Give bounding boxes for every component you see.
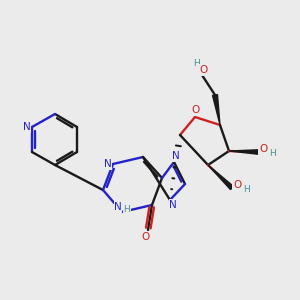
Text: H: H <box>243 184 249 194</box>
Polygon shape <box>208 165 233 190</box>
Text: N: N <box>114 202 122 212</box>
Text: O: O <box>200 65 208 75</box>
Text: O: O <box>192 105 200 115</box>
Polygon shape <box>229 150 258 154</box>
Text: O: O <box>142 232 150 242</box>
Text: O: O <box>233 180 241 190</box>
Text: H: H <box>124 206 130 214</box>
Polygon shape <box>212 94 220 125</box>
Text: N: N <box>172 151 180 161</box>
Text: O: O <box>259 144 267 154</box>
Text: H: H <box>194 59 200 68</box>
Text: N: N <box>23 122 31 132</box>
Text: N: N <box>104 159 112 169</box>
Text: H: H <box>268 148 275 158</box>
Text: N: N <box>169 200 177 210</box>
